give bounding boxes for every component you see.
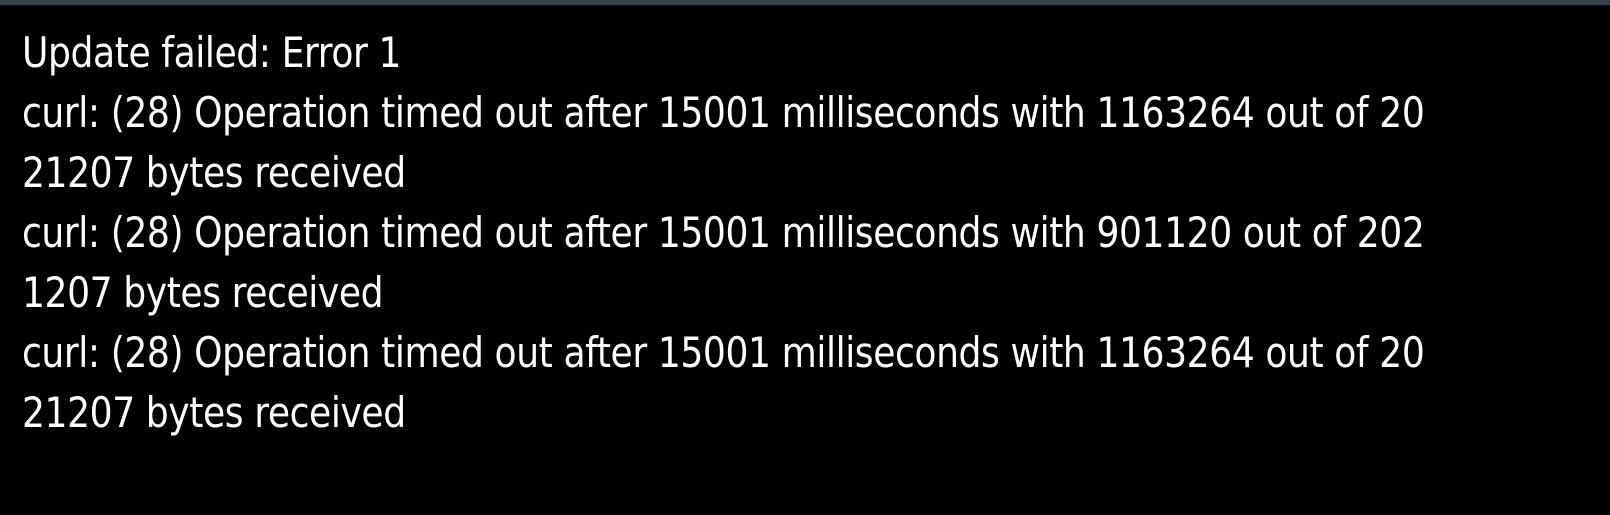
curl-error-line-2a: curl: (28) Operation timed out after 150… [22, 208, 1425, 257]
curl-error-line-1b: 21207 bytes received [22, 148, 406, 197]
curl-error-line-3b: 21207 bytes received [22, 388, 406, 437]
curl-error-line-1a: curl: (28) Operation timed out after 150… [22, 88, 1425, 137]
error-console-output: Update failed: Error 1 curl: (28) Operat… [22, 23, 1425, 443]
error-title-line: Update failed: Error 1 [22, 28, 402, 77]
curl-error-line-3a: curl: (28) Operation timed out after 150… [22, 328, 1425, 377]
curl-error-line-2b: 1207 bytes received [22, 268, 384, 317]
